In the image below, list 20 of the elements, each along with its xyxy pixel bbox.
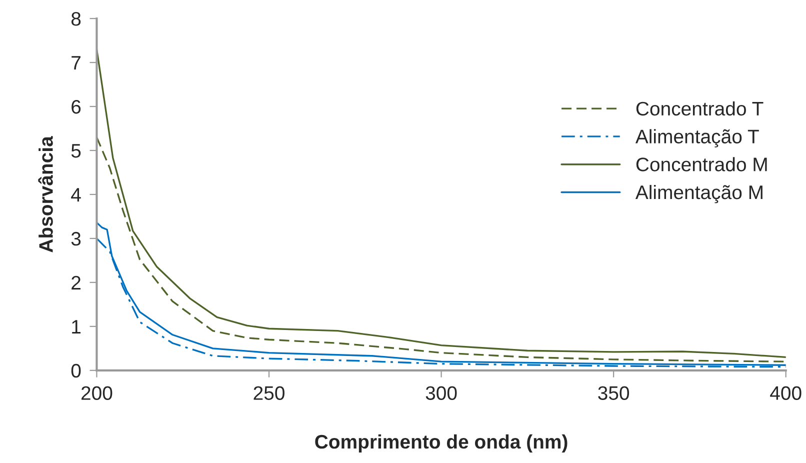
legend-label: Concentrado M bbox=[636, 157, 767, 172]
y-tick-label: 8 bbox=[71, 12, 81, 26]
y-tick-label: 4 bbox=[71, 188, 81, 202]
y-tick-label: 6 bbox=[72, 100, 81, 114]
y-tick-label: 0 bbox=[71, 364, 81, 378]
x-tick-label: 250 bbox=[254, 386, 284, 400]
y-tick-label: 2 bbox=[72, 276, 80, 290]
legend-label: Alimentação T bbox=[635, 129, 759, 148]
legend-label: Alimentação M bbox=[635, 184, 762, 204]
x-axis-title: Comprimento de onda (nm) bbox=[315, 434, 568, 452]
y-tick-label: 3 bbox=[71, 232, 81, 246]
x-tick-label: 400 bbox=[770, 386, 802, 400]
x-tick-label: 300 bbox=[426, 386, 457, 400]
y-tick-label: 1 bbox=[72, 320, 80, 334]
y-axis-title: Absorvância bbox=[38, 136, 53, 252]
y-tick-label: 7 bbox=[72, 56, 80, 70]
x-tick-label: 200 bbox=[81, 386, 112, 400]
y-tick-label: 5 bbox=[71, 144, 81, 158]
legend-label: Concentrado T bbox=[636, 101, 764, 116]
x-tick-label: 350 bbox=[598, 386, 630, 400]
